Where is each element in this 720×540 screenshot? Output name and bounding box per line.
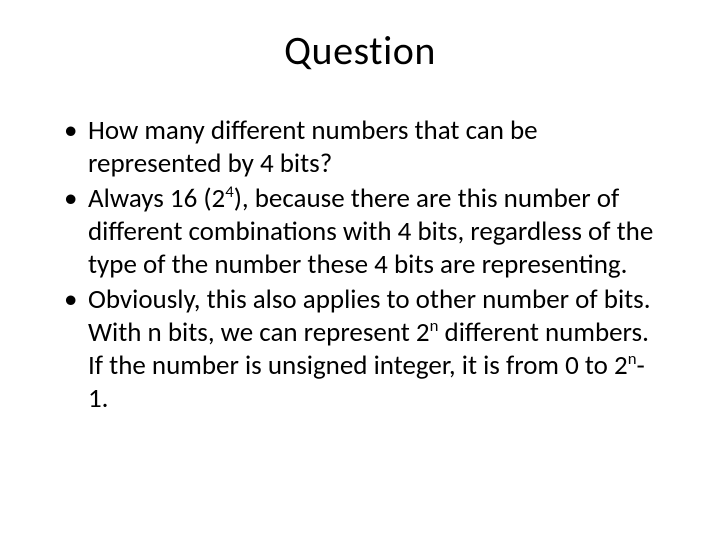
bullet-item-3: Obviously, this also applies to other nu… [60, 284, 660, 416]
slide-title: Question [60, 26, 660, 75]
bullet-list: How many different numbers that can be r… [60, 115, 660, 415]
bullet-item-2: Always 16 (24), because there are this n… [60, 183, 660, 282]
superscript: 4 [225, 182, 233, 202]
bullet-text-pre: Always 16 (2 [88, 182, 225, 215]
bullet-item-1: How many different numbers that can be r… [60, 115, 660, 181]
slide: Question How many different numbers that… [0, 0, 720, 540]
bullet-text: How many different numbers that can be r… [88, 114, 538, 180]
superscript: n [628, 349, 637, 369]
